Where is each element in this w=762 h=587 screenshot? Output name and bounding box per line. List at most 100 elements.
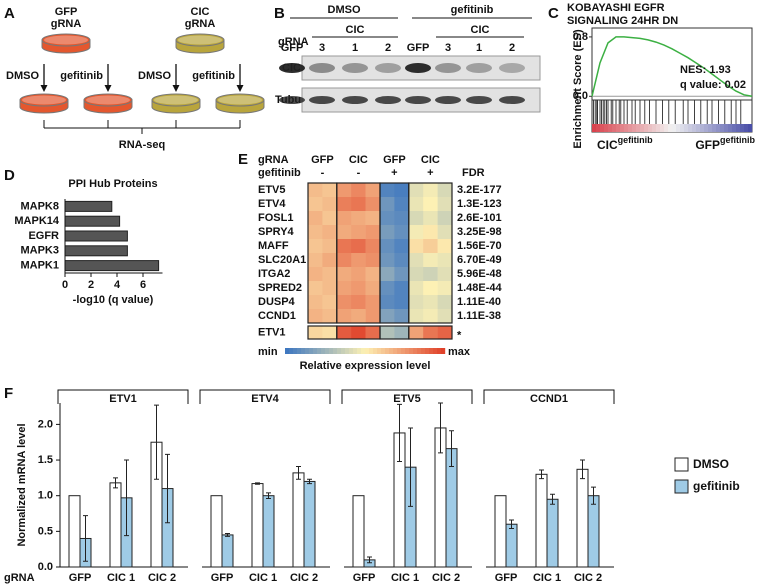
legend-label: DMSO <box>693 457 729 471</box>
legend-swatch <box>321 348 326 354</box>
heat-cell <box>322 225 338 240</box>
heat-cell <box>322 309 338 324</box>
legend-min: min <box>258 346 278 358</box>
legend-swatch <box>373 348 378 354</box>
bracket <box>43 120 241 134</box>
bar <box>64 260 160 272</box>
heat-cell <box>408 281 424 296</box>
stat-header: FDR <box>462 167 485 179</box>
label-main: CIC <box>597 138 618 152</box>
heat-cell <box>308 267 323 282</box>
y-tick-label: EGFR <box>28 230 59 242</box>
dish-shine <box>44 35 88 45</box>
legend-swatch <box>381 348 386 354</box>
rank-color <box>724 124 729 132</box>
lane-label: 3 <box>319 42 325 54</box>
rank-color <box>696 124 701 132</box>
treatment-label: DMSO <box>6 70 39 82</box>
heat-cell <box>394 295 410 310</box>
row-header: gRNA <box>258 154 289 166</box>
dish-top <box>83 93 133 107</box>
group-label: CIC <box>421 154 440 166</box>
gene-label: MAFF <box>258 240 289 252</box>
x-axis-label: gRNA <box>4 572 35 584</box>
bar <box>64 230 128 242</box>
treatment-label: DMSO <box>138 70 171 82</box>
legend-swatch <box>425 348 430 354</box>
heat-cell <box>322 326 338 340</box>
heat-cell <box>437 326 453 340</box>
heat-cell <box>380 295 395 310</box>
fdr-label: 2.6E-101 <box>457 212 502 224</box>
legend-swatch <box>357 348 362 354</box>
y-tick-label: 0.0 <box>38 561 53 573</box>
legend-swatch <box>349 348 354 354</box>
legend-swatch <box>429 348 434 354</box>
y-tick-label: MAPK14 <box>14 215 60 227</box>
y-tick-label: 0.0 <box>573 90 588 102</box>
fdr-label: 3.2E-177 <box>457 184 502 196</box>
panel-label: B <box>274 5 285 22</box>
group-label: GFP <box>311 154 334 166</box>
legend-swatch <box>437 348 442 354</box>
heat-cell <box>394 281 410 296</box>
x-tick-label: GFP <box>495 572 518 584</box>
rank-color <box>720 124 725 132</box>
dish-shine <box>22 95 66 105</box>
fdr-label: 5.96E-48 <box>457 268 502 280</box>
heat-cell <box>394 326 410 340</box>
heat-cell <box>365 326 381 340</box>
blot-band <box>342 63 368 73</box>
heat-cell <box>380 211 395 226</box>
heat-cell <box>351 183 366 198</box>
heat-cell <box>351 295 366 310</box>
rank-color <box>636 124 641 132</box>
legend-swatch <box>393 348 398 354</box>
x-tick-label: CIC 2 <box>148 572 176 584</box>
blot-band <box>435 96 461 104</box>
legend-swatch <box>341 348 346 354</box>
panel-bracket <box>483 389 615 404</box>
rank-color <box>676 124 681 132</box>
heat-cell <box>437 295 453 310</box>
legend-swatch <box>413 348 418 354</box>
heat-cell <box>351 225 366 240</box>
heat-cell <box>351 281 366 296</box>
error-bar <box>449 430 454 467</box>
heat-cell <box>437 211 453 226</box>
heat-cell <box>308 211 323 226</box>
rank-color <box>736 124 741 132</box>
legend-swatch <box>441 348 446 354</box>
legend-swatch <box>329 348 334 354</box>
error-bar <box>591 486 596 505</box>
x-tick-label: CIC 1 <box>391 572 419 584</box>
heat-cell <box>308 295 323 310</box>
legend-swatch <box>397 348 402 354</box>
heat-cell <box>408 197 424 212</box>
panel-title: CCND1 <box>530 393 568 405</box>
lane-label: 3 <box>445 42 451 54</box>
heat-cell <box>437 239 453 254</box>
gene-label: SLC20A1 <box>258 254 306 266</box>
error-bar <box>225 532 230 537</box>
lane-group-label: CIC <box>346 24 365 36</box>
group-label: GFP <box>383 154 406 166</box>
dish-top <box>151 93 201 107</box>
heat-cell <box>365 267 381 282</box>
legend-swatch <box>325 348 330 354</box>
heat-cell <box>423 225 438 240</box>
fdr-label: 1.3E-123 <box>457 198 502 210</box>
panel-label: E <box>238 151 248 168</box>
heat-cell <box>308 309 323 324</box>
heat-cell <box>408 295 424 310</box>
legend-swatch <box>401 348 406 354</box>
x-axis-label: CICgefitinib <box>597 135 653 152</box>
x-tick-label: CIC 1 <box>249 572 277 584</box>
treatment-header: DMSO <box>328 4 361 16</box>
heat-cell <box>351 309 366 324</box>
bar <box>494 495 507 568</box>
rank-color <box>684 124 689 132</box>
legend-swatch <box>405 348 410 354</box>
rank-color <box>652 124 657 132</box>
rank-color <box>620 124 625 132</box>
